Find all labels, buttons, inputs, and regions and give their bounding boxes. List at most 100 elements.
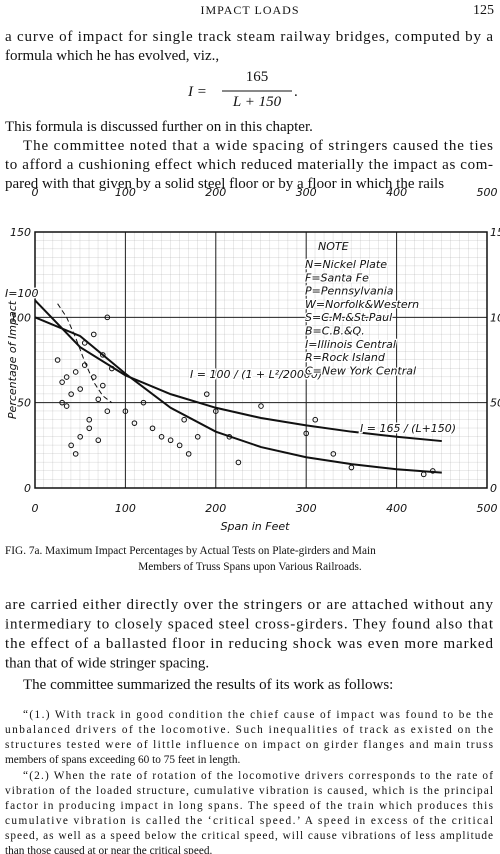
note-entry: P=Pennsylvania: [305, 285, 394, 298]
text-line: are carried either directly over the str…: [5, 597, 494, 613]
text-line: members of spans exceeding 60 to 75 feet…: [5, 754, 240, 766]
data-point: [181, 416, 187, 423]
text-line: factor in producing impact in long spans…: [5, 800, 493, 812]
y-tick-label: 50: [490, 397, 500, 410]
data-point: [77, 434, 83, 440]
data-point: [235, 459, 242, 466]
x-tick-label: 300: [296, 186, 317, 199]
data-point: [122, 408, 129, 415]
text-line: unbalanced drivers of the locomotive. Su…: [5, 724, 493, 736]
caption-line: Members of Truss Spans upon Various Rail…: [138, 561, 362, 573]
data-point: [95, 396, 102, 403]
data-point: [258, 403, 264, 409]
data-point: [72, 451, 79, 457]
formula-end: .: [294, 84, 298, 100]
y-tick-label: 0: [490, 482, 497, 495]
data-point: [59, 399, 65, 406]
data-point: [81, 340, 88, 346]
data-point: [63, 374, 70, 380]
y-tick-label: 150: [10, 226, 31, 239]
data-point: [131, 420, 138, 426]
x-tick-label: 0: [32, 502, 39, 515]
text-line: “(2.) When the rate of rotation of the l…: [23, 770, 493, 782]
data-point: [54, 357, 61, 363]
x-axis-title: Span in Feet: [221, 520, 291, 533]
data-point: [104, 314, 111, 321]
text-line: The committee noted that a wide spacing …: [23, 138, 493, 154]
y-tick-label: 50: [17, 397, 31, 410]
data-point: [72, 369, 79, 375]
data-point: [86, 416, 93, 423]
text-line: to afford a cushioning effect which redu…: [5, 157, 493, 173]
text-line: pared with that given by a solid steel f…: [5, 176, 444, 192]
formula-lhs: I =: [187, 84, 207, 100]
x-tick-label: 0: [32, 186, 39, 199]
note-entry: I=Illinois Central: [305, 338, 396, 351]
data-point: [100, 382, 106, 389]
text-line: formula which he has evolved, viz.,: [5, 48, 219, 64]
text-line: “(1.) With track in good condition the c…: [23, 709, 493, 721]
text-line: than that of wide stringer spacing.: [5, 656, 209, 672]
y-tick-label: 100: [490, 311, 500, 324]
data-point: [167, 437, 174, 444]
data-point: [68, 442, 74, 449]
data-point: [312, 416, 319, 423]
formula-den: L + 150: [232, 94, 282, 110]
note-entry: W=Norfolk&Western: [305, 298, 419, 311]
running-head: IMPACT LOADS: [200, 3, 299, 17]
x-tick-label: 500: [477, 186, 498, 199]
note-entry: C=New York Central: [305, 364, 416, 377]
curve: [34, 299, 442, 443]
x-tick-label: 500: [477, 502, 498, 515]
data-point: [149, 425, 156, 432]
note-title: NOTE: [318, 240, 349, 253]
data-point: [420, 471, 427, 478]
text-line: the effect of a ballasted floor in reduc…: [5, 636, 493, 652]
annotation: I = 165 / (L+150): [360, 422, 456, 435]
text-line: FIG. 7a. Maximum Impact Percentages by A…: [5, 545, 376, 557]
data-point: [109, 365, 115, 372]
data-point: [226, 434, 233, 440]
note-entry: F=Santa Fe: [305, 271, 369, 284]
y-tick-label: 150: [490, 226, 500, 239]
data-point: [176, 442, 183, 449]
text-line: vibration of the loaded structure, cumul…: [5, 785, 493, 797]
text-line: intermediary to closely spaced steel cro…: [5, 617, 494, 633]
y-tick-label: 100: [10, 311, 31, 324]
text-line: cumulative vibration is called the ‘crit…: [5, 815, 493, 827]
data-point: [348, 464, 355, 471]
data-point: [429, 468, 436, 474]
x-tick-label: 200: [205, 186, 226, 199]
data-point: [59, 379, 65, 385]
data-point: [81, 362, 88, 368]
data-point: [104, 408, 111, 415]
note-entry: S=C.M.&St.Paul: [305, 311, 392, 324]
data-point: [158, 434, 165, 440]
y-axis-title: Percentage of Impact: [6, 300, 19, 419]
text-line: structures tested were of little influen…: [5, 739, 493, 751]
plot-frame: [34, 231, 488, 489]
x-tick-label: 200: [205, 502, 226, 515]
dashed-curve: [57, 303, 113, 404]
y-tick-label: 0: [24, 482, 31, 495]
data-point: [90, 331, 97, 338]
x-tick-label: 300: [296, 502, 317, 515]
data-point: [203, 391, 210, 397]
curve: [34, 316, 442, 474]
minor-grid: [35, 232, 487, 488]
text-line: a curve of impact for single track steam…: [5, 29, 493, 45]
page-number: 125: [473, 3, 494, 18]
data-point: [330, 451, 337, 457]
formula-num: 165: [246, 69, 269, 85]
annotation: I=100: [5, 287, 38, 300]
annotation: I = 100 / (1 + L²/20000): [190, 368, 322, 381]
text-line: The committee summarized the results of …: [23, 677, 393, 693]
x-tick-label: 400: [386, 502, 407, 515]
data-point: [86, 425, 93, 432]
data-point: [213, 408, 219, 415]
data-point: [68, 391, 74, 397]
x-tick-label: 100: [115, 502, 136, 515]
data-point: [185, 451, 192, 457]
